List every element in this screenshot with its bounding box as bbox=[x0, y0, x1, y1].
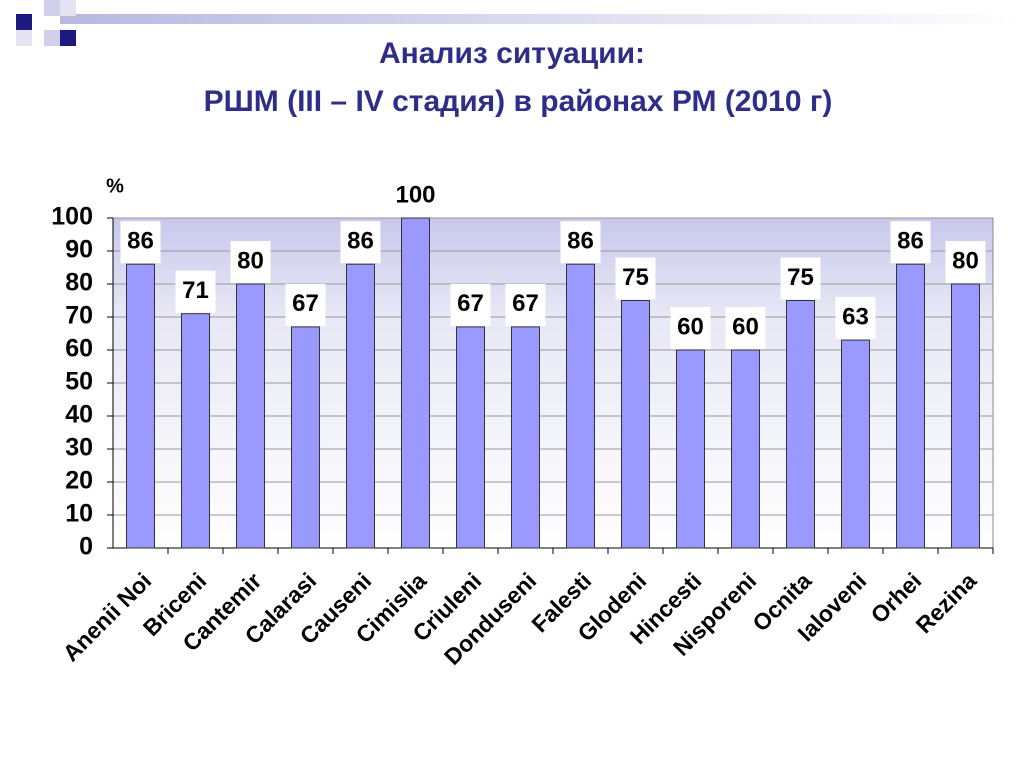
value-label-box bbox=[120, 221, 161, 264]
value-label-box bbox=[835, 297, 876, 340]
y-tick-label: 50 bbox=[65, 368, 93, 396]
value-label-box bbox=[560, 221, 601, 264]
bar bbox=[346, 263, 375, 549]
y-axis-label: % bbox=[106, 175, 124, 197]
bar bbox=[896, 263, 925, 549]
value-label: 86 bbox=[127, 228, 154, 255]
value-label-box bbox=[505, 283, 546, 326]
value-label: 60 bbox=[732, 313, 759, 340]
value-label: 63 bbox=[842, 303, 869, 330]
chart-title: Анализ ситуации: bbox=[379, 37, 645, 70]
value-label-box bbox=[340, 221, 381, 264]
x-tick-label: Anenii Noi bbox=[58, 567, 157, 666]
bar bbox=[291, 326, 320, 549]
y-tick-label: 10 bbox=[65, 500, 93, 528]
bar bbox=[236, 283, 265, 549]
chart-subtitle: РШМ (III – IV стадия) в районах РМ (2010… bbox=[204, 85, 833, 118]
value-label: 67 bbox=[512, 290, 539, 317]
value-label-box bbox=[615, 257, 656, 300]
value-label: 86 bbox=[567, 228, 594, 255]
bar bbox=[621, 300, 650, 549]
value-label-box bbox=[285, 283, 326, 326]
y-tick-label: 100 bbox=[51, 203, 93, 231]
value-label: 80 bbox=[952, 247, 979, 274]
bar bbox=[566, 263, 595, 549]
value-label: 86 bbox=[897, 228, 924, 255]
value-label-box bbox=[725, 307, 766, 349]
bar bbox=[401, 217, 430, 549]
bar bbox=[841, 339, 870, 549]
bar bbox=[456, 326, 485, 549]
bar bbox=[731, 349, 760, 549]
y-tick-label: 0 bbox=[79, 533, 93, 561]
value-label-box bbox=[670, 307, 711, 349]
y-tick-label: 20 bbox=[65, 467, 93, 495]
value-label: 67 bbox=[457, 290, 484, 317]
value-label-box bbox=[175, 270, 216, 313]
bar bbox=[786, 300, 815, 549]
y-tick-label: 60 bbox=[65, 335, 93, 363]
value-label: 71 bbox=[182, 277, 209, 304]
value-label: 80 bbox=[237, 247, 264, 274]
value-label-box bbox=[890, 221, 931, 264]
y-tick-label: 90 bbox=[65, 236, 93, 264]
bar bbox=[951, 283, 980, 549]
value-label: 67 bbox=[292, 290, 319, 317]
value-label-box bbox=[230, 241, 271, 283]
decoration bbox=[16, 0, 1024, 46]
value-label: 86 bbox=[347, 228, 374, 255]
y-tick-label: 70 bbox=[65, 302, 93, 330]
x-tick-label: Rezina bbox=[911, 567, 982, 638]
value-label: 60 bbox=[677, 313, 704, 340]
bar bbox=[511, 326, 540, 549]
value-label-box bbox=[780, 257, 821, 300]
y-tick-label: 40 bbox=[65, 401, 93, 429]
value-label-box bbox=[450, 283, 491, 326]
value-label: 75 bbox=[787, 264, 814, 291]
value-label-box bbox=[395, 175, 436, 217]
bar bbox=[126, 263, 155, 549]
value-label-box bbox=[945, 241, 986, 283]
bar bbox=[181, 313, 210, 549]
value-label: 100 bbox=[395, 181, 435, 208]
y-tick-label: 30 bbox=[65, 434, 93, 462]
value-label: 75 bbox=[622, 264, 649, 291]
y-tick-label: 80 bbox=[65, 269, 93, 297]
bar bbox=[676, 349, 705, 549]
